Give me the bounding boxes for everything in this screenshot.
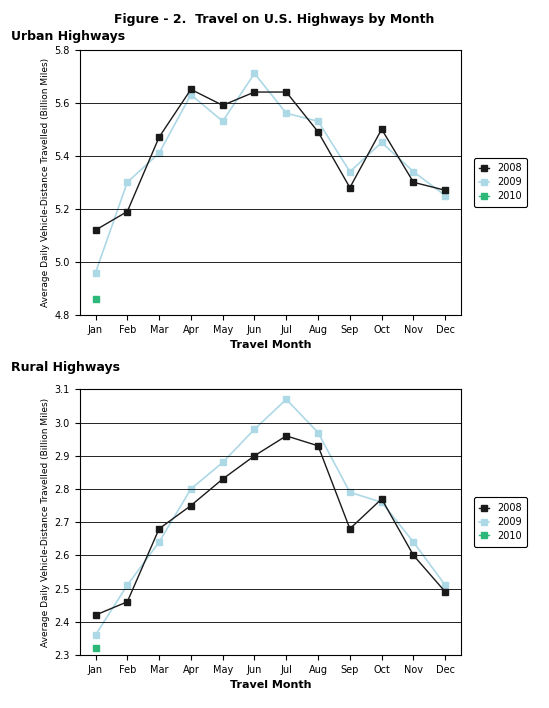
Y-axis label: Average Daily Vehicle-Distance Travelled (Billion Miles): Average Daily Vehicle-Distance Travelled… [41,398,50,646]
2008 [220,101,226,110]
Text: Rural Highways: Rural Highways [11,361,120,374]
2008 [410,551,417,559]
2009 [188,485,194,493]
2009 [156,538,163,547]
Legend: 2008, 2009, 2010: 2008, 2009, 2010 [474,158,528,207]
2008 [283,88,289,96]
2008 [220,475,226,484]
2009 [251,425,258,433]
2008 [346,183,353,192]
2008 [92,226,99,234]
2009 [124,581,131,590]
2008 [315,127,321,136]
2009 [283,109,289,118]
2009 [315,117,321,125]
2008 [124,598,131,606]
2008 [283,432,289,440]
Line: 2009: 2009 [92,70,449,275]
Text: Urban Highways: Urban Highways [11,30,125,42]
2009 [251,69,258,78]
2008 [251,452,258,460]
2008 [92,611,99,620]
2009 [410,538,417,547]
2009 [378,498,385,506]
2009 [188,91,194,99]
2008 [315,442,321,450]
2009 [156,149,163,157]
X-axis label: Travel Month: Travel Month [229,341,311,350]
Line: 2008: 2008 [92,86,449,233]
2008 [251,88,258,96]
2009 [442,581,449,590]
2009 [92,268,99,277]
2008 [346,525,353,533]
2009 [378,138,385,147]
Line: 2008: 2008 [92,433,449,618]
2009 [92,631,99,639]
2009 [346,488,353,496]
2008 [378,495,385,503]
2008 [188,501,194,510]
2009 [220,458,226,467]
2008 [442,186,449,195]
Line: 2009: 2009 [92,396,449,638]
Y-axis label: Average Daily Vehicle-Distance Travelled (Billion Miles): Average Daily Vehicle-Distance Travelled… [41,58,50,307]
2009 [315,428,321,437]
2008 [188,85,194,93]
2008 [442,588,449,596]
X-axis label: Travel Month: Travel Month [229,680,311,690]
2008 [378,125,385,133]
2008 [156,525,163,533]
Legend: 2008, 2009, 2010: 2008, 2009, 2010 [474,498,528,547]
2008 [410,178,417,186]
2009 [124,178,131,186]
2009 [346,167,353,176]
2008 [124,207,131,216]
2009 [442,191,449,200]
2009 [283,395,289,404]
2009 [220,117,226,125]
2009 [410,167,417,176]
Text: Figure - 2.  Travel on U.S. Highways by Month: Figure - 2. Travel on U.S. Highways by M… [114,13,435,25]
2008 [156,133,163,142]
